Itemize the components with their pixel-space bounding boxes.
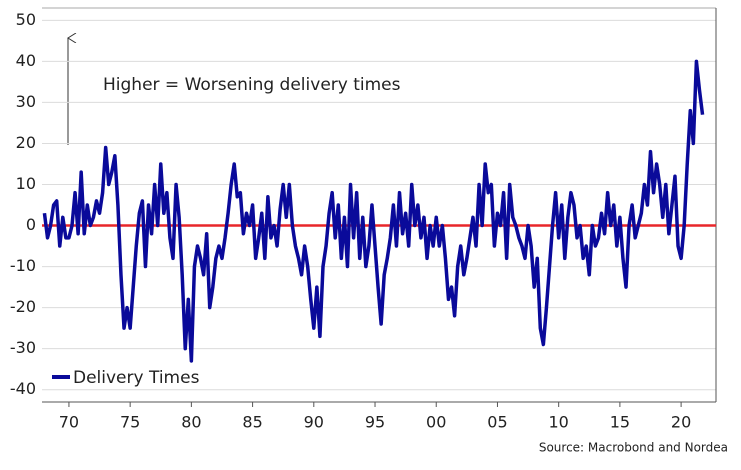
x-tick-label: 90 (304, 413, 324, 432)
x-tick-label: 20 (671, 413, 691, 432)
y-tick-label: 0 (26, 215, 36, 234)
x-tick-label: 80 (181, 413, 201, 432)
y-tick-label: 40 (16, 51, 36, 70)
y-tick-label: 10 (16, 174, 36, 193)
x-tick-label: 10 (548, 413, 568, 432)
x-tick-label: 85 (242, 413, 262, 432)
x-tick-label: 05 (487, 413, 507, 432)
x-tick-label: 00 (426, 413, 446, 432)
series-line (42, 59, 705, 363)
y-tick-label: 20 (16, 133, 36, 152)
x-tick-label: 70 (59, 413, 79, 432)
annotation: Higher = Worsening delivery times (103, 75, 401, 95)
y-tick-label: -20 (10, 297, 36, 316)
x-tick-label: 75 (120, 413, 140, 432)
y-tick-label: 50 (16, 10, 36, 29)
legend-label: Delivery Times (73, 368, 200, 388)
y-tick-label: -10 (10, 256, 36, 275)
x-tick-label: 95 (365, 413, 385, 432)
y-tick-label: -30 (10, 338, 36, 357)
x-tick-label: 15 (610, 413, 630, 432)
y-tick-label: 30 (16, 92, 36, 111)
y-tick-label: -40 (10, 379, 36, 398)
source: Source: Macrobond and Nordea (539, 441, 728, 455)
